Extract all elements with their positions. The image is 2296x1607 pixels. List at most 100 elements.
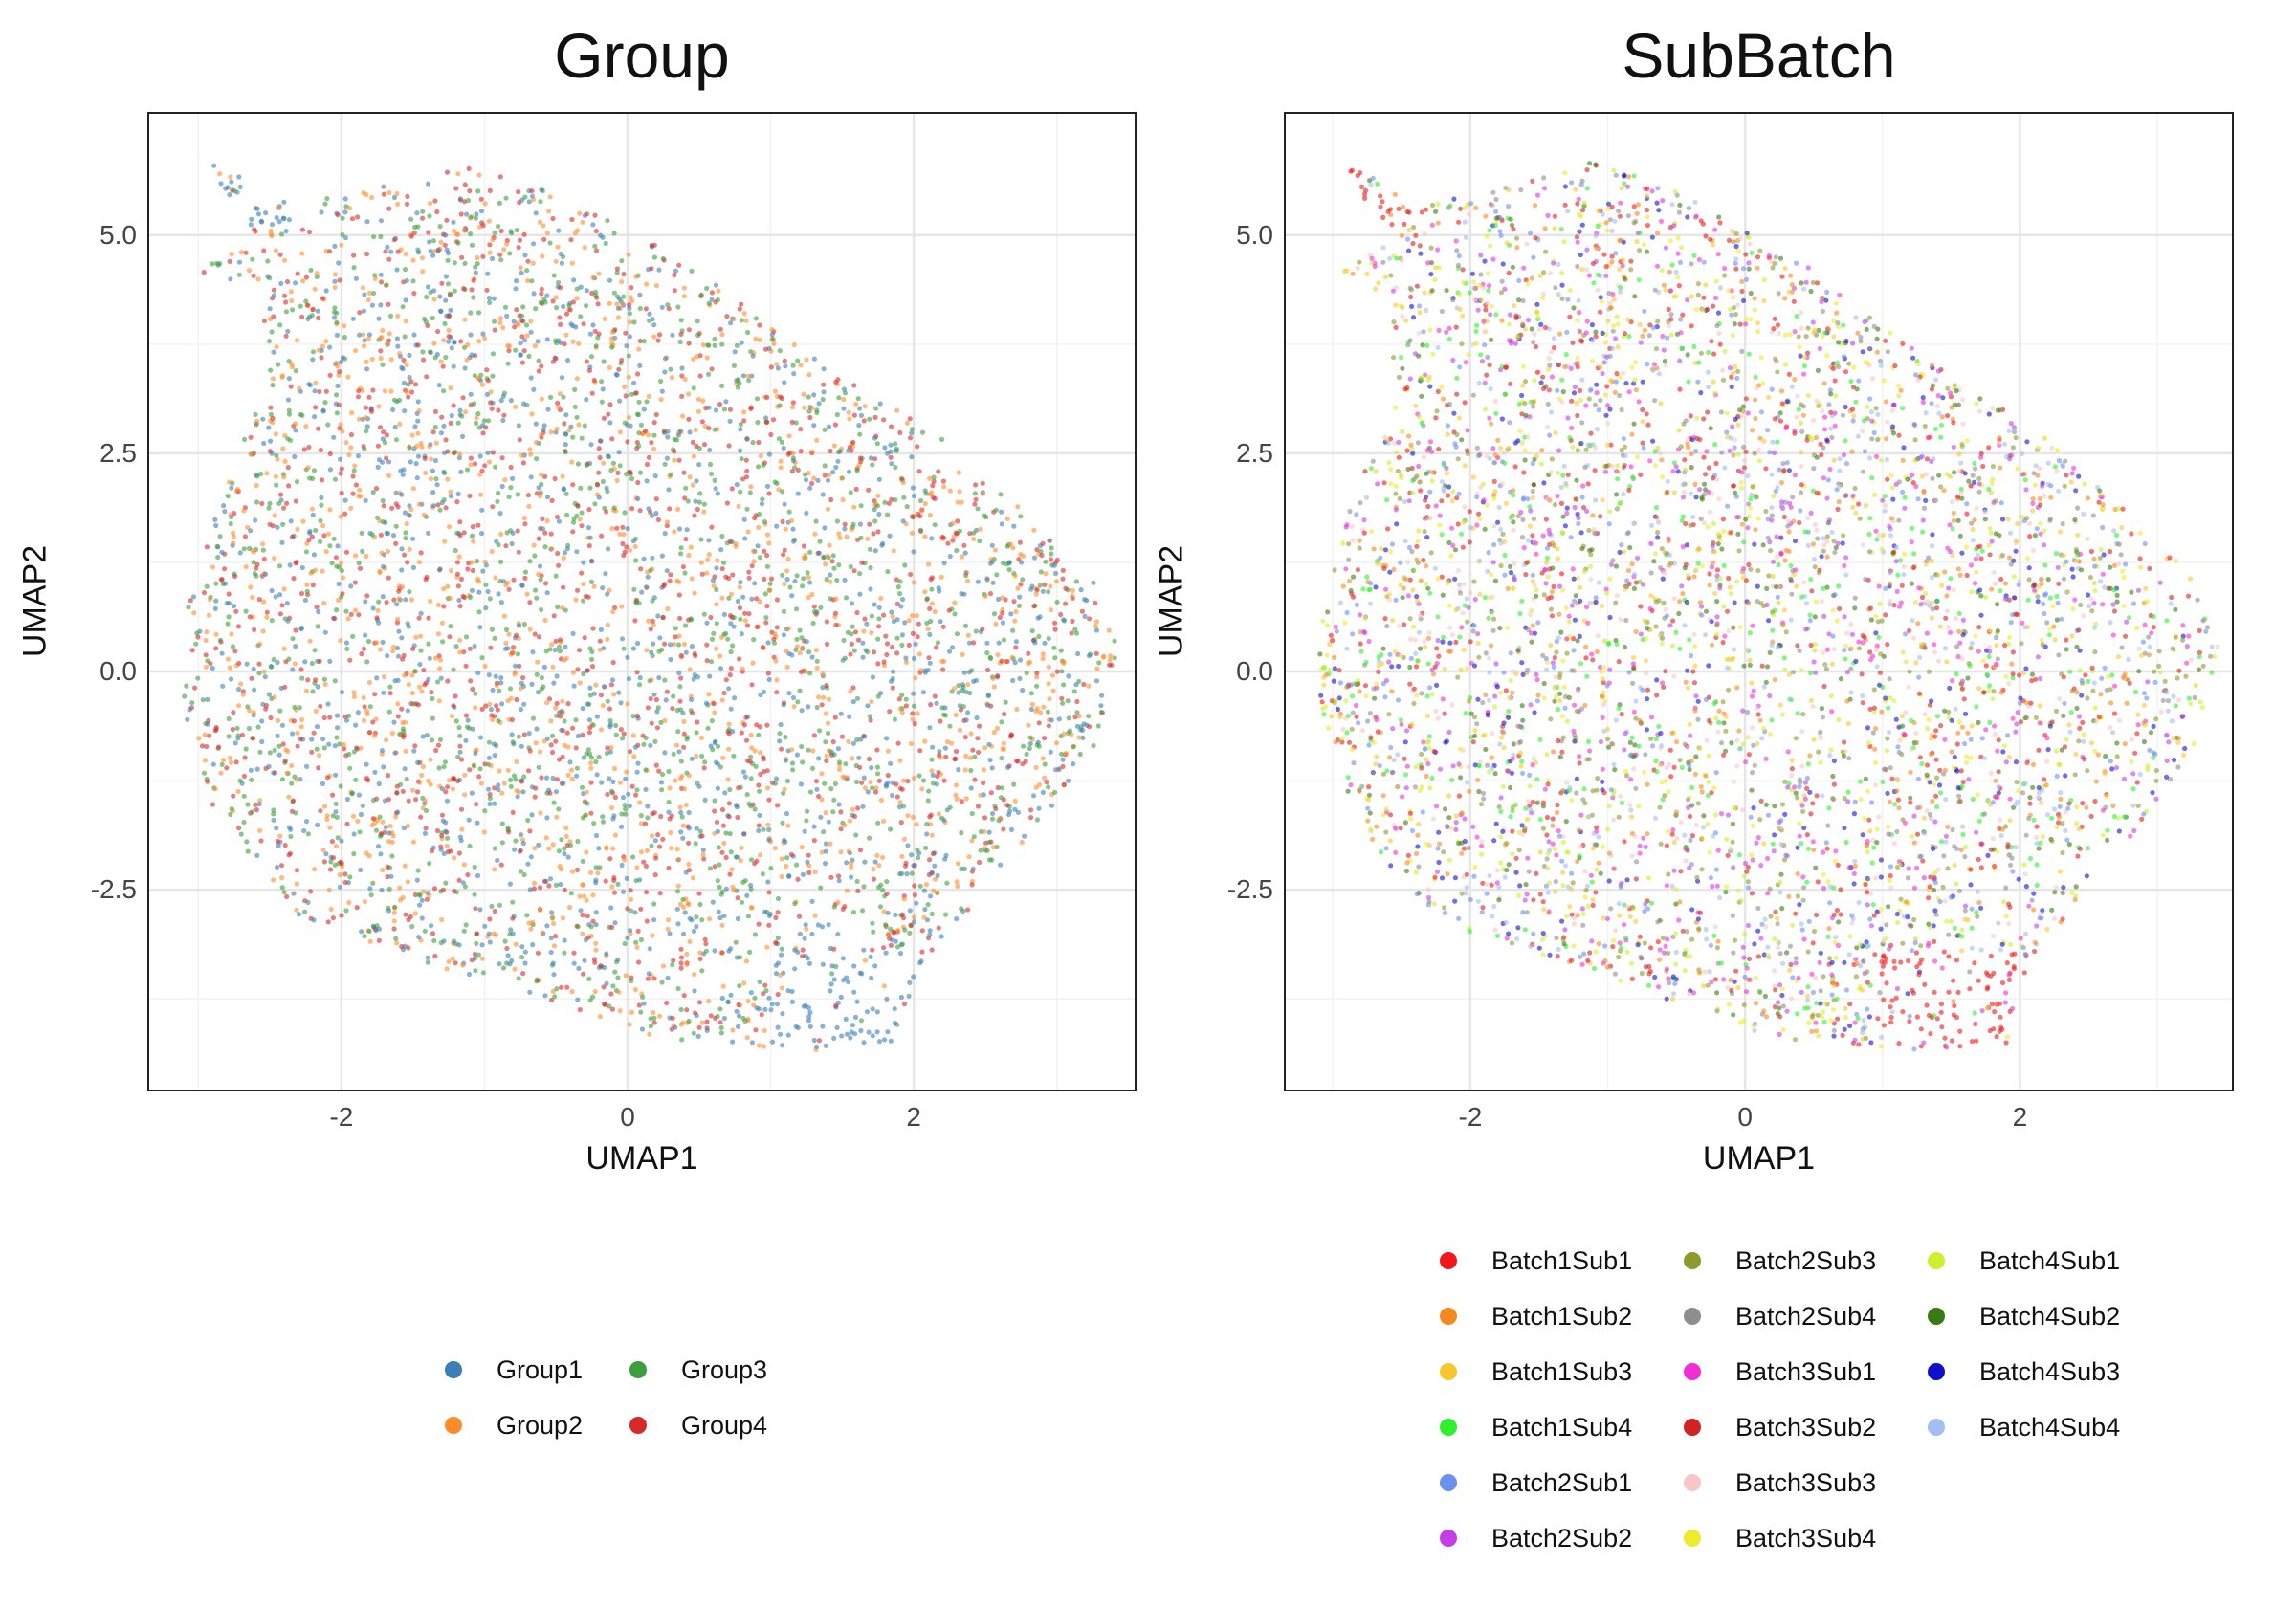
data-point — [339, 242, 344, 248]
data-point — [675, 642, 682, 648]
data-point — [327, 451, 333, 457]
data-point — [779, 746, 784, 752]
data-point — [814, 786, 820, 792]
data-point — [245, 848, 251, 854]
data-point — [228, 759, 233, 765]
data-point — [457, 637, 463, 643]
data-point — [570, 339, 576, 344]
data-point — [675, 304, 681, 310]
data-point — [706, 916, 713, 922]
data-point — [775, 895, 782, 902]
data-point — [786, 873, 792, 879]
data-point — [756, 524, 762, 531]
data-point — [599, 533, 605, 539]
data-point — [411, 643, 417, 649]
data-point — [320, 781, 325, 787]
data-point — [231, 710, 236, 715]
data-point — [493, 464, 498, 470]
data-point — [279, 777, 285, 782]
data-point — [299, 716, 305, 723]
data-point — [723, 886, 729, 892]
data-point — [1021, 743, 1027, 749]
data-point — [405, 823, 410, 829]
data-point — [486, 739, 493, 745]
data-point — [806, 372, 812, 378]
data-point — [909, 852, 915, 858]
data-point — [575, 924, 581, 930]
data-point — [385, 874, 390, 880]
data-point — [885, 910, 891, 915]
data-point — [748, 990, 754, 996]
data-point — [364, 593, 370, 599]
data-point — [511, 577, 517, 583]
data-point — [339, 359, 344, 365]
data-point — [1010, 677, 1016, 684]
data-point — [485, 588, 491, 595]
data-point — [386, 459, 392, 465]
data-point — [471, 277, 476, 283]
data-point — [1028, 807, 1034, 813]
data-point — [396, 628, 402, 634]
data-point — [553, 573, 559, 579]
data-point — [821, 829, 827, 835]
data-point — [441, 586, 447, 592]
data-point — [952, 611, 958, 617]
data-point — [686, 552, 692, 559]
data-point — [675, 883, 681, 889]
data-point — [404, 521, 409, 527]
data-point — [339, 490, 344, 496]
data-point — [519, 270, 524, 275]
data-point — [784, 568, 790, 574]
data-point — [839, 1033, 845, 1039]
data-point — [609, 526, 615, 532]
data-point — [204, 544, 210, 550]
data-point — [278, 280, 284, 286]
data-point — [585, 914, 590, 919]
data-point — [1049, 803, 1055, 808]
data-point — [513, 286, 519, 292]
data-point — [637, 675, 643, 681]
data-point — [702, 759, 708, 765]
data-point — [353, 348, 359, 354]
data-point — [570, 482, 576, 488]
data-point — [356, 612, 362, 618]
data-point — [424, 896, 430, 902]
data-point — [550, 733, 556, 739]
data-point — [651, 976, 657, 981]
data-point — [344, 796, 350, 803]
data-point — [902, 562, 908, 568]
data-point — [822, 525, 828, 531]
data-point — [290, 731, 296, 737]
data-point — [359, 651, 364, 657]
data-point — [893, 464, 898, 471]
data-point — [600, 234, 606, 240]
data-point — [715, 743, 721, 749]
data-point — [597, 454, 603, 461]
data-point — [597, 1014, 604, 1020]
data-point — [683, 802, 689, 808]
data-point — [842, 577, 848, 583]
data-point — [855, 637, 862, 643]
data-point — [608, 804, 615, 811]
data-point — [720, 983, 726, 989]
data-point — [363, 599, 368, 605]
data-point — [952, 600, 958, 605]
data-point — [339, 594, 344, 600]
data-point — [573, 717, 579, 723]
data-point — [664, 568, 670, 574]
data-point — [784, 863, 789, 870]
data-point — [312, 867, 318, 872]
data-point — [594, 295, 600, 300]
data-point — [413, 461, 419, 467]
data-point — [393, 490, 399, 495]
data-point — [556, 806, 562, 812]
data-point — [516, 976, 521, 981]
data-point — [469, 790, 475, 796]
data-point — [314, 274, 320, 279]
data-point — [855, 805, 861, 811]
data-point — [551, 800, 557, 805]
data-point — [625, 439, 630, 445]
data-point — [852, 629, 859, 635]
data-point — [981, 780, 986, 786]
data-point — [693, 427, 698, 433]
